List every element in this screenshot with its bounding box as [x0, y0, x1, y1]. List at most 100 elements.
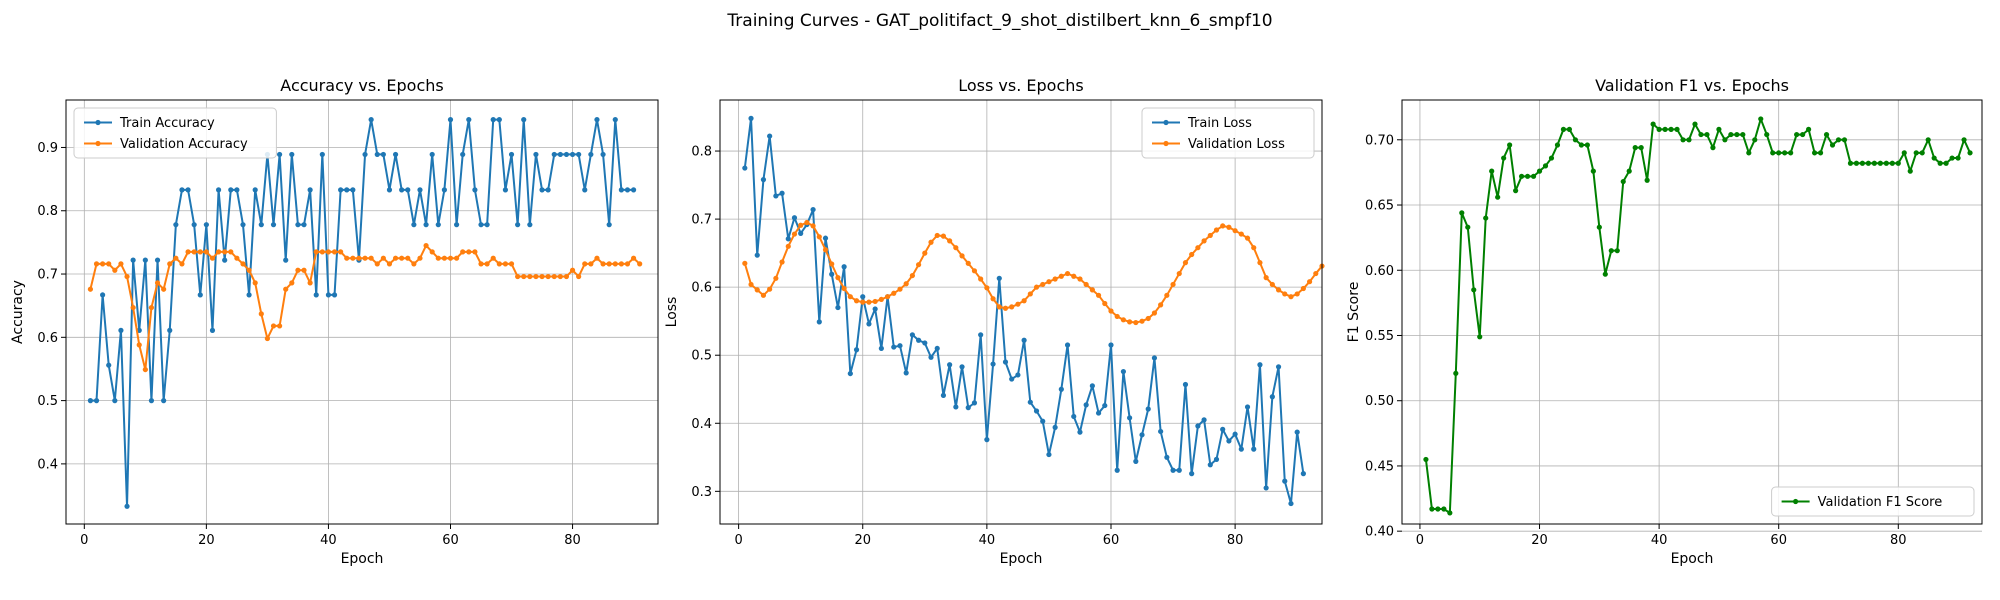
f1-data-point — [1489, 168, 1495, 174]
loss-legend-box — [1141, 107, 1315, 159]
accuracy-data-point — [588, 261, 594, 267]
loss-data-point — [1151, 355, 1158, 361]
loss-data-point — [947, 362, 953, 368]
accuracy-y-axis-label: Accuracy — [10, 280, 26, 344]
loss-data-point — [1182, 260, 1189, 266]
loss-data-point — [1114, 313, 1120, 320]
accuracy-data-point — [386, 261, 393, 267]
loss-data-point — [810, 223, 816, 229]
accuracy-data-point — [106, 261, 112, 267]
loss-data-point — [884, 294, 891, 300]
loss-legend-marker — [1163, 119, 1169, 126]
accuracy-data-point — [447, 117, 454, 123]
accuracy-data-point — [454, 222, 460, 228]
loss-data-point — [1077, 429, 1083, 435]
loss-data-point — [1095, 292, 1102, 298]
loss-data-point — [1071, 413, 1077, 420]
f1-x-tick-label: 60 — [1770, 533, 1787, 548]
loss-data-point — [754, 252, 760, 258]
accuracy-data-point — [563, 273, 570, 280]
accuracy-data-point — [551, 151, 557, 158]
loss-data-point — [1170, 281, 1176, 288]
f1-data-point — [1782, 150, 1788, 156]
loss-data-point — [822, 247, 829, 253]
f1-data-point — [1524, 173, 1531, 179]
loss-data-point — [1040, 281, 1046, 288]
loss-data-point — [1288, 500, 1294, 507]
accuracy-data-point — [454, 255, 460, 261]
f1-data-point — [1835, 137, 1842, 143]
loss-data-point — [984, 285, 990, 291]
f1-y-tick-label: 0.55 — [1365, 329, 1394, 344]
loss-data-point — [1257, 362, 1263, 368]
loss-data-point — [996, 304, 1002, 310]
f1-data-point — [1692, 121, 1698, 127]
accuracy-data-point — [392, 255, 399, 261]
accuracy-data-point — [496, 261, 502, 267]
accuracy-data-point — [502, 261, 509, 267]
loss-data-point — [909, 332, 915, 338]
loss-x-tick-label: 60 — [1103, 533, 1120, 548]
accuracy-data-point — [411, 222, 417, 228]
accuracy-data-point — [215, 249, 222, 255]
f1-data-point — [1536, 168, 1543, 174]
loss-data-point — [953, 404, 959, 410]
f1-data-point — [1901, 150, 1907, 156]
loss-data-point — [1089, 383, 1095, 389]
accuracy-data-point — [197, 249, 203, 255]
f1-x-axis-label: Epoch — [1671, 551, 1714, 567]
accuracy-data-point — [240, 261, 246, 267]
loss-data-point — [1182, 381, 1189, 388]
loss-x-tick-label: 0 — [734, 533, 742, 548]
loss-data-point — [1207, 232, 1213, 239]
accuracy-y-tick-label: 0.4 — [37, 457, 58, 472]
f1-data-point — [1477, 334, 1483, 340]
accuracy-data-point — [100, 292, 106, 298]
accuracy-data-point — [563, 151, 570, 158]
loss-legend-label: Validation Loss — [1188, 137, 1285, 152]
f1-data-point — [1883, 160, 1889, 166]
accuracy-data-point — [100, 261, 106, 267]
accuracy-data-point — [399, 187, 405, 193]
loss-data-point — [1232, 228, 1238, 234]
accuracy-data-point — [154, 280, 161, 286]
accuracy-data-point — [521, 117, 527, 123]
accuracy-data-point — [380, 151, 386, 158]
f1-data-point — [1638, 145, 1644, 151]
f1-data-point — [1794, 131, 1800, 138]
f1-x-tick-label: 40 — [1651, 533, 1668, 548]
loss-data-point — [922, 250, 928, 256]
loss-data-point — [798, 230, 804, 236]
f1-data-point — [1698, 131, 1704, 138]
f1-data-point — [1626, 168, 1632, 174]
loss-data-point — [872, 306, 878, 312]
accuracy-data-point — [551, 273, 557, 280]
loss-data-point — [742, 165, 748, 171]
loss-data-point — [903, 370, 909, 376]
accuracy-data-point — [417, 187, 423, 193]
f1-data-point — [1513, 188, 1519, 194]
loss-data-point — [996, 275, 1002, 281]
f1-data-point — [1507, 142, 1513, 148]
loss-data-point — [1151, 310, 1158, 316]
loss-y-tick-label: 0.5 — [691, 349, 712, 364]
accuracy-data-point — [112, 398, 118, 404]
f1-data-point — [1465, 224, 1471, 230]
accuracy-data-point — [167, 327, 173, 333]
f1-data-point — [1841, 137, 1848, 143]
loss-data-point — [978, 332, 984, 338]
loss-data-point — [1040, 418, 1046, 424]
accuracy-data-point — [222, 249, 228, 255]
accuracy-series-line — [90, 118, 634, 508]
accuracy-data-point — [124, 273, 130, 280]
accuracy-data-point — [350, 187, 356, 193]
accuracy-data-point — [301, 267, 307, 273]
f1-data-point — [1674, 126, 1680, 132]
loss-data-point — [891, 344, 897, 350]
loss-data-point — [965, 260, 971, 266]
accuracy-data-point — [539, 273, 545, 280]
f1-data-point — [1907, 168, 1913, 174]
f1-data-point — [1483, 215, 1489, 221]
loss-data-point — [791, 231, 798, 237]
accuracy-data-point — [350, 255, 356, 261]
